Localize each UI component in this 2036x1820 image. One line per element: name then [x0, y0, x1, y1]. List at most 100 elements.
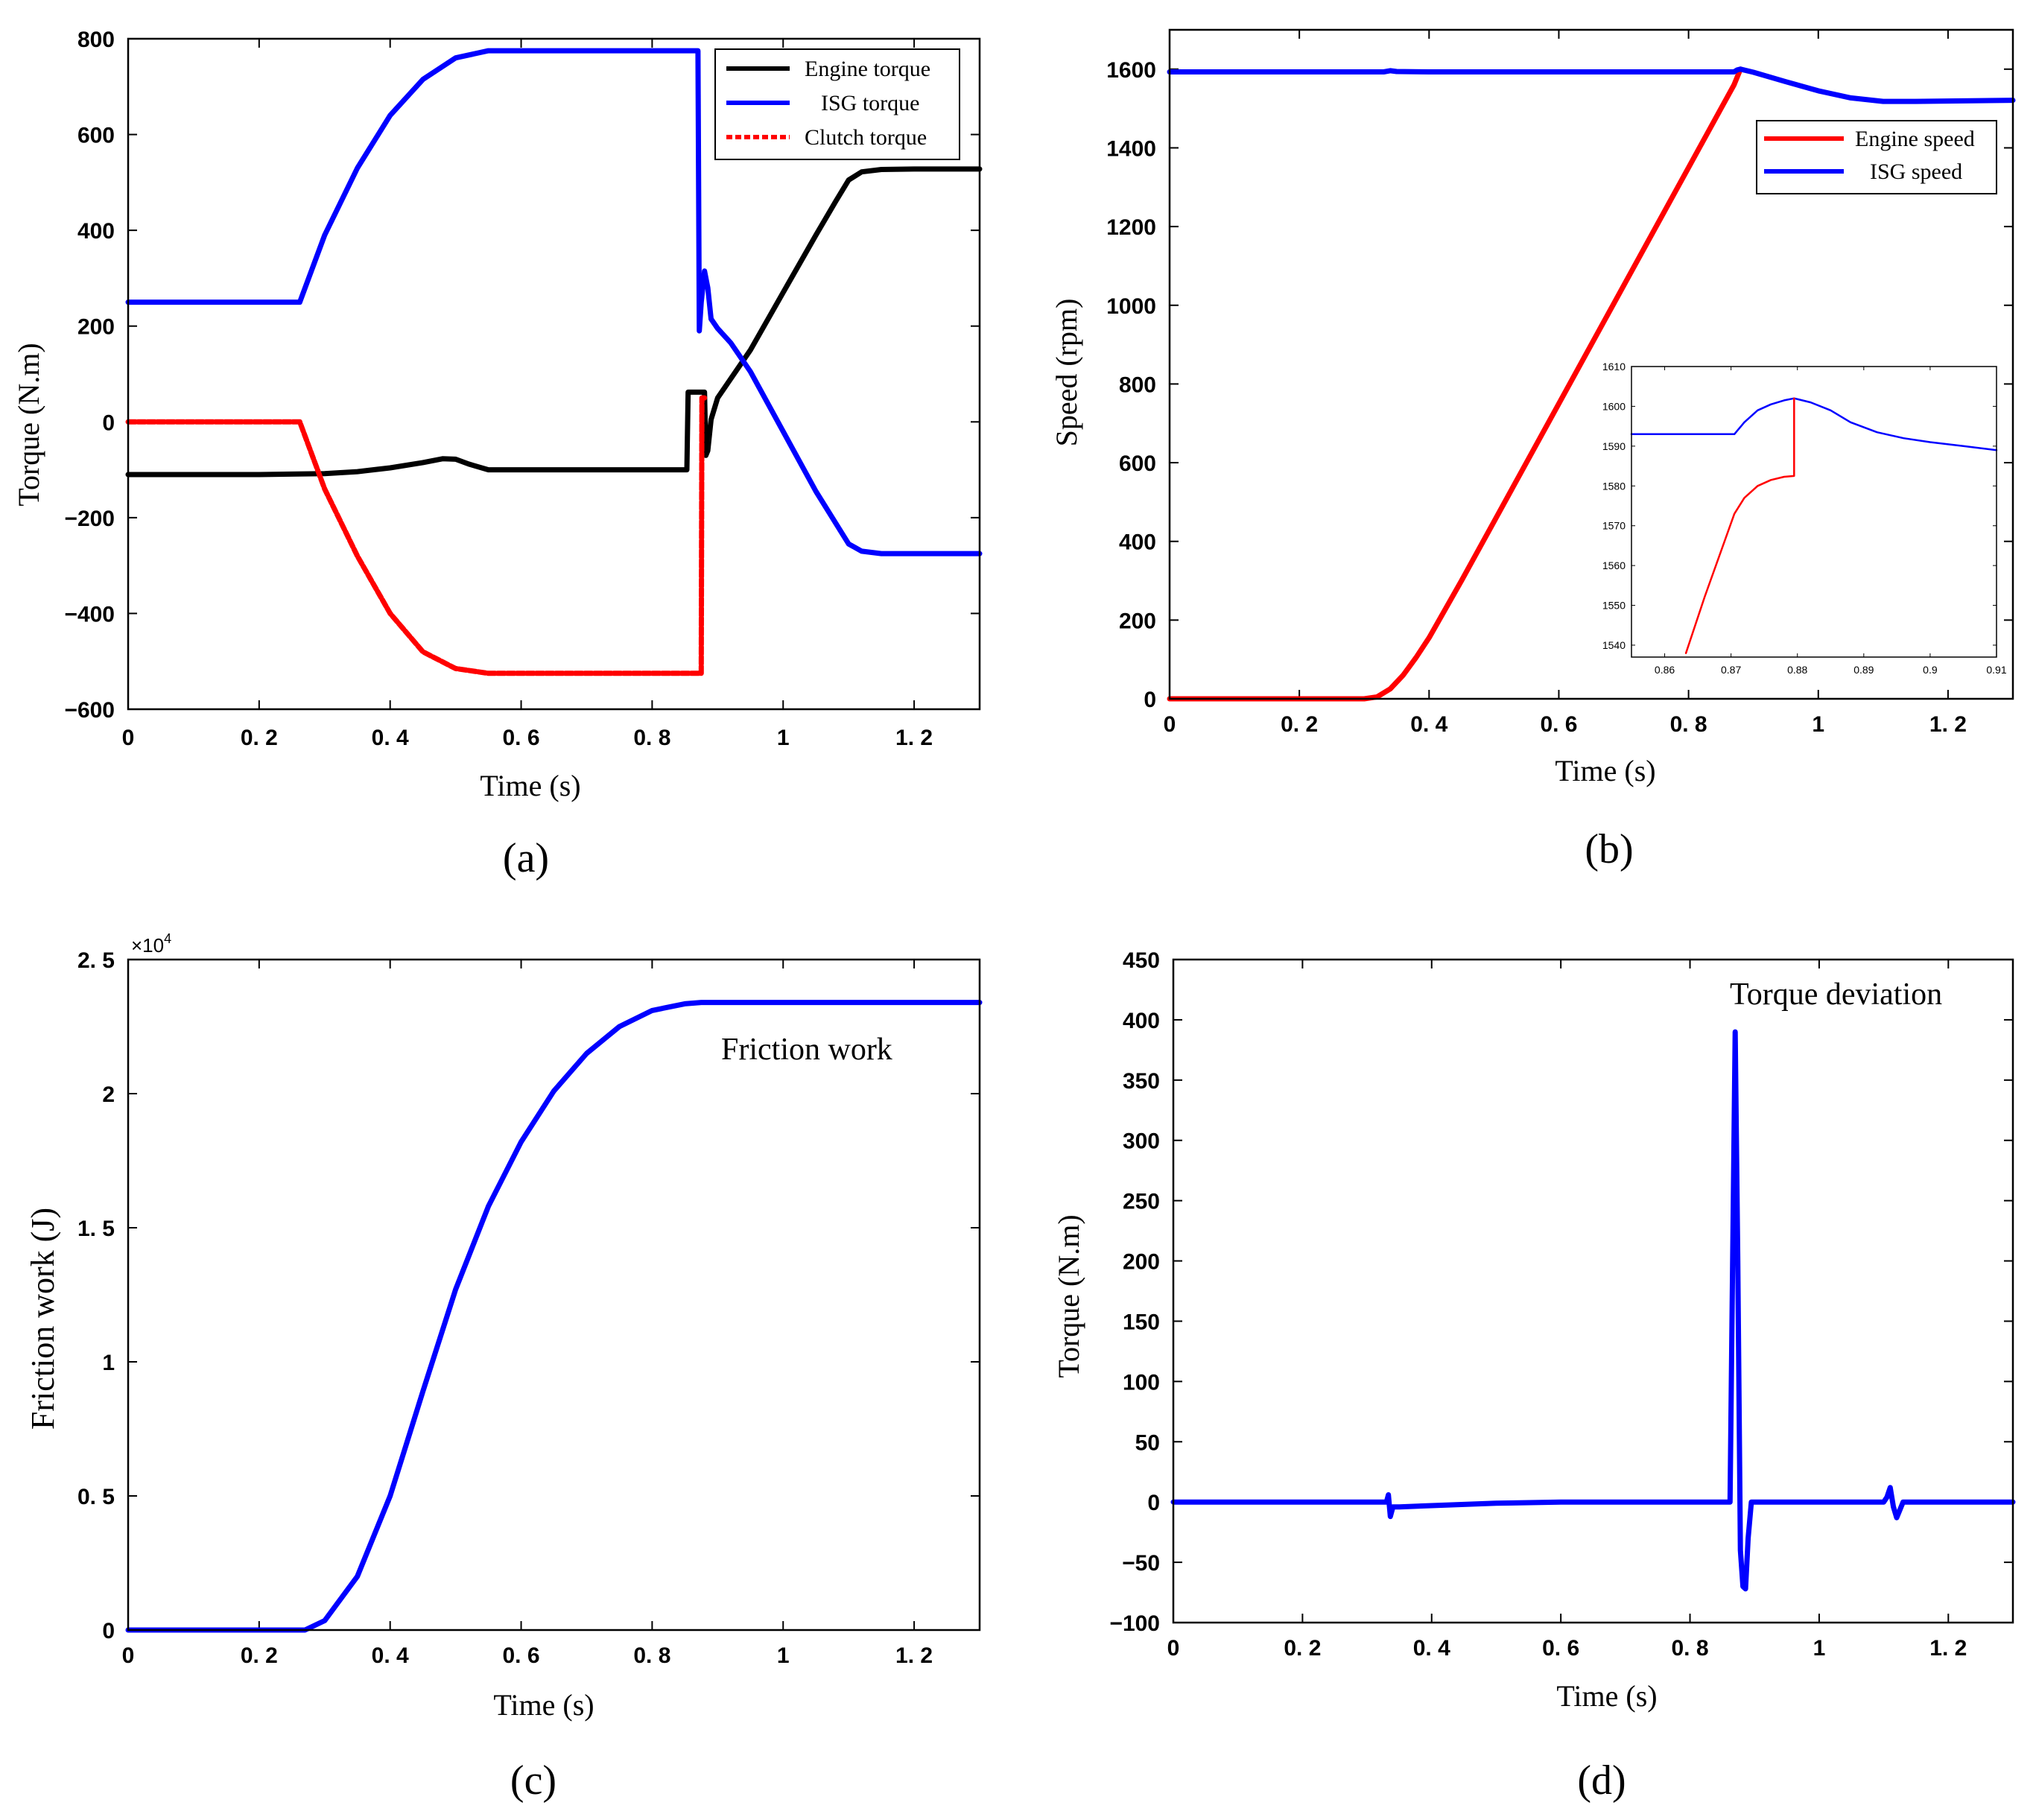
- panel-a-xtick-label: 0: [122, 726, 135, 750]
- panel-d-xtick-label: 1: [1813, 1636, 1826, 1661]
- panel-c-ytick-label: 0. 5: [77, 1485, 115, 1509]
- panel-a-ytick-label: 800: [77, 28, 115, 52]
- panel-a-caption: (a): [503, 835, 549, 881]
- panel-c-plot-area: [127, 958, 981, 1632]
- panel-c-xtick-label: 0. 4: [372, 1643, 409, 1668]
- panel-a-xtick-label: 0. 8: [633, 726, 670, 750]
- panel-c-xtick-label: 0. 6: [503, 1643, 540, 1668]
- panel-b-ytick-label: 800: [1119, 372, 1156, 397]
- panel-d-ytick-label: 350: [1123, 1069, 1160, 1094]
- panel-b-ytick-label: 1400: [1106, 136, 1156, 161]
- panel-d-xlabel: Time (s): [1556, 1679, 1657, 1713]
- panel-c: Friction work (J) Time (s) (c) ×104 0 0. …: [25, 931, 983, 1804]
- panel-b-xtick-label: 0. 2: [1281, 712, 1318, 737]
- panel-b-inset-ytick-label: 1590: [1602, 440, 1626, 452]
- panel-b-inset: 0.86 0.87 0.88 0.89 0.9 0.91 1540 1550 1560 1570 1…: [1602, 361, 2007, 676]
- panel-b-inset-xtick-label: 0.87: [1721, 664, 1741, 676]
- panel-b-inset-xtick-label: 0.88: [1787, 664, 1807, 676]
- panel-d-ytick-label: 150: [1123, 1310, 1160, 1334]
- panel-d-series-torque-deviation: [1170, 1029, 2016, 1592]
- panel-b-inset-xtick-label: 0.89: [1853, 664, 1874, 676]
- panel-b-xtick-label: 1. 2: [1929, 712, 1967, 737]
- panel-b-ytick-label: 1600: [1106, 58, 1156, 83]
- panel-a-ytick-label: 200: [77, 315, 115, 340]
- panel-d-ytick-label: 250: [1123, 1190, 1160, 1214]
- panel-a-series: [125, 48, 983, 676]
- panel-c-xtick-label: 1. 2: [895, 1643, 933, 1668]
- panel-c-ticks: 0 0. 2 0. 4 0. 6 0. 8 1 1. 2 0 0. 5 1 1. 5 2 2. 5: [77, 948, 980, 1668]
- panel-c-xtick-label: 0: [122, 1643, 135, 1668]
- panel-b-inset-xtick-label: 0.91: [1986, 664, 2006, 676]
- panel-c-xtick-label: 0. 2: [241, 1643, 278, 1668]
- panel-b-inset-series-engine-speed: [1684, 397, 1795, 654]
- panel-b-inset-ytick-label: 1550: [1602, 600, 1626, 612]
- panel-b-inset-ytick-label: 1540: [1602, 639, 1626, 651]
- panel-b-plot-area: [1168, 28, 2014, 700]
- panel-d-ytick-label: 100: [1123, 1370, 1160, 1395]
- panel-a-series-clutch-torque: [125, 395, 708, 676]
- panel-c-ytick-label: 2: [102, 1082, 115, 1107]
- panel-d-xtick-label: 0. 6: [1542, 1636, 1579, 1661]
- panel-c-series: [125, 1000, 983, 1633]
- panel-c-ytick-label: 1: [102, 1351, 115, 1375]
- panel-d-ytick-label: −100: [1109, 1611, 1160, 1636]
- panel-c-ytick-label: 1. 5: [77, 1217, 115, 1241]
- legend-isg-torque-label: ISG torque: [821, 91, 919, 115]
- panel-d-ytick-label: 400: [1123, 1009, 1160, 1033]
- panel-d-xtick-label: 0. 4: [1413, 1636, 1450, 1661]
- legend-isg-speed-label: ISG speed: [1870, 159, 1962, 184]
- panel-b-ytick-label: 400: [1119, 530, 1156, 555]
- panel-b-ytick-label: 1000: [1106, 294, 1156, 319]
- panel-d-ytick-label: 0: [1147, 1491, 1160, 1515]
- panel-b-xtick-label: 0: [1164, 712, 1176, 737]
- panel-b-xlabel: Time (s): [1555, 754, 1655, 787]
- panel-c-exponent: ×104: [131, 931, 171, 957]
- panel-c-caption: (c): [510, 1757, 556, 1804]
- panel-b-ytick-label: 200: [1119, 609, 1156, 633]
- panel-b: Speed (rpm) Time (s) (b) 0 0. 2 0. 4 0. 6 0.…: [1050, 28, 2016, 872]
- panel-b-inset-xtick-label: 0.86: [1655, 664, 1675, 676]
- panel-c-xtick-label: 0. 8: [633, 1643, 670, 1668]
- panel-b-xtick-label: 1: [1812, 712, 1824, 737]
- panel-d-ytick-label: 450: [1123, 948, 1160, 973]
- panel-b-ylabel: Speed (rpm): [1050, 299, 1083, 447]
- panel-c-ytick-label: 2. 5: [77, 948, 115, 973]
- panel-a-xlabel: Time (s): [480, 769, 580, 802]
- panel-a-ylabel: Torque (N.m): [12, 343, 45, 506]
- panel-b-inset-ytick-label: 1580: [1602, 480, 1626, 492]
- panel-a-ytick-label: −400: [64, 602, 115, 627]
- panel-b-xtick-label: 0. 8: [1670, 712, 1707, 737]
- panel-d-xtick-label: 0: [1167, 1636, 1180, 1661]
- panel-a-plot-area: [127, 37, 981, 711]
- panel-a-series-isg-torque: [125, 48, 983, 557]
- panel-b-inset-series: [1630, 397, 1998, 654]
- legend-clutch-torque-label: Clutch torque: [805, 125, 927, 150]
- panel-d-ytick-label: 50: [1135, 1430, 1160, 1455]
- panel-a-ytick-label: −200: [64, 507, 115, 531]
- panel-b-legend: Engine speed ISG speed: [1756, 120, 1997, 194]
- panel-b-inset-xtick-label: 0.9: [1923, 664, 1938, 676]
- panel-a-xtick-label: 0. 6: [503, 726, 540, 750]
- panel-a-ytick-label: 600: [77, 124, 115, 148]
- panel-b-xtick-label: 0. 4: [1410, 712, 1447, 737]
- panel-a-ticks: 0 0. 2 0. 4 0. 6 0. 8 1 1. 2 −600 −400 −200 0 200 40…: [64, 28, 980, 750]
- panel-a-legend: Engine torque ISG torque Clutch torque: [714, 48, 960, 160]
- panel-d-ytick-label: 200: [1123, 1250, 1160, 1275]
- panel-b-caption: (b): [1585, 826, 1633, 872]
- panel-b-ticks: 0 0. 2 0. 4 0. 6 0. 8 1 1. 2 0 200 400 600 800 1000 1…: [1106, 30, 2013, 737]
- legend-engine-speed-label: Engine speed: [1855, 127, 1975, 151]
- panel-b-inset-ytick-label: 1600: [1602, 400, 1626, 412]
- panel-b-xtick-label: 0. 6: [1540, 712, 1577, 737]
- panel-d-caption: (d): [1577, 1757, 1626, 1804]
- panel-a-xtick-label: 1: [777, 726, 790, 750]
- panel-c-series-friction-work: [125, 1000, 983, 1633]
- panel-d-ticks: 0 0. 2 0. 4 0. 6 0. 8 1 1. 2 −100 −50 0 50 100 150 20…: [1109, 948, 2013, 1661]
- panel-c-ylabel: Friction work (J): [25, 1208, 61, 1430]
- panel-a-ytick-label: −600: [64, 698, 115, 723]
- panel-d-xtick-label: 0. 2: [1284, 1636, 1321, 1661]
- panel-a-xtick-label: 0. 2: [241, 726, 278, 750]
- panel-d-plot-area: [1172, 958, 2014, 1624]
